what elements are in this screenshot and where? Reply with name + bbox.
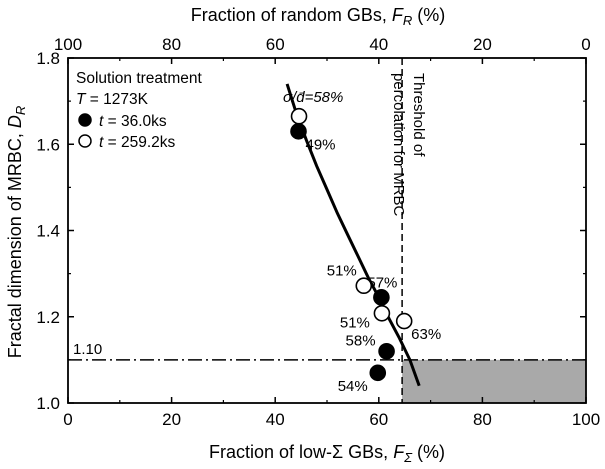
x-axis-label: Fraction of low-Σ GBs, FΣ (%) [209, 442, 445, 465]
plot-frame [67, 57, 587, 404]
x-tick-label: 0 [63, 410, 72, 429]
point-open [355, 277, 373, 295]
x2-axis-label: Fraction of random GBs, FR (%) [191, 5, 445, 28]
y-tick-label: 1.8 [36, 49, 60, 68]
x-tick-label: 80 [473, 410, 492, 429]
legend-marker-open [78, 134, 92, 148]
x2-tick-label: 40 [369, 35, 388, 54]
point-label: 49% [306, 136, 336, 153]
point-open [395, 312, 413, 330]
point-filled [373, 289, 390, 306]
y-tick-label: 1.4 [36, 222, 60, 241]
point-filled [290, 123, 307, 140]
point-open [373, 304, 391, 322]
point-label: 54% [338, 378, 368, 395]
fit-curve [285, 83, 421, 387]
point-filled [369, 364, 387, 382]
x2-tick-label: 80 [162, 35, 181, 54]
legend-marker-filled [78, 113, 92, 127]
legend-entry-1: t = 36.0ks [99, 113, 167, 130]
x-tick-label: 100 [572, 410, 600, 429]
point-label: 57% [367, 274, 397, 291]
legend-title: Solution treatment [76, 70, 202, 87]
point-filled [378, 342, 395, 360]
y-axis-label: Fractal dimension of MRBC, DR [5, 106, 28, 358]
shaded-region [402, 359, 586, 403]
x2-tick-label: 20 [473, 35, 492, 54]
x-tick-label: 60 [369, 410, 388, 429]
x-tick-label: 40 [266, 410, 285, 429]
data-points: 49% 57% 58% 54% σ/d̄=58% 51% 51% 63% [283, 89, 441, 395]
y-tick-label: 1.2 [36, 308, 60, 327]
point-label: 63% [411, 326, 441, 343]
threshold-label: Threshold ofpercolation for MRBC [390, 73, 427, 217]
y-tick-label: 1.0 [36, 394, 60, 413]
point-label: 58% [346, 332, 376, 349]
reference-lines [68, 58, 586, 403]
x2-tick-label: 100 [54, 35, 82, 54]
legend-entry-2: t = 259.2ks [99, 134, 176, 151]
hline-label: 1.10 [73, 341, 102, 358]
x-tick-label: 20 [162, 410, 181, 429]
y-tick-label: 1.6 [36, 135, 60, 154]
x2-tick-label: 0 [581, 35, 590, 54]
point-open [290, 107, 308, 125]
x2-tick-label: 60 [266, 35, 285, 54]
point-label: 51% [340, 314, 370, 331]
legend-temperature: T = 1273K [76, 91, 149, 108]
point-label: 51% [327, 263, 357, 280]
point-label: σ/d̄=58% [283, 89, 343, 106]
legend: Solution treatment T = 1273K t = 36.0ks … [76, 70, 202, 151]
